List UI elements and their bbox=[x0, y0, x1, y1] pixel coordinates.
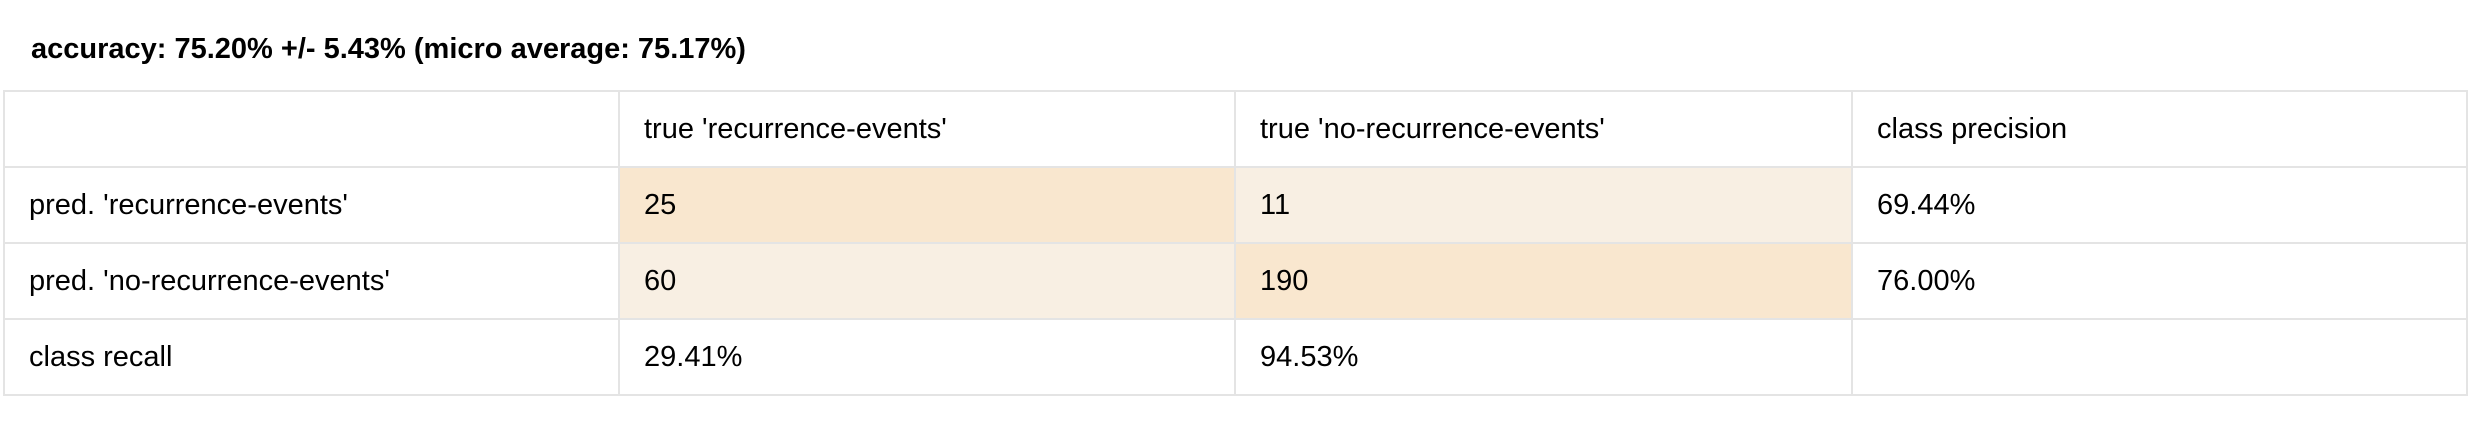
table-row: pred. 'recurrence-events' 25 11 69.44% bbox=[3, 166, 2468, 244]
cell-recall-recurrence: 29.41% bbox=[618, 318, 1236, 396]
table-row: pred. 'no-recurrence-events' 60 190 76.0… bbox=[3, 242, 2468, 320]
row-label-pred-no-recurrence-events: pred. 'no-recurrence-events' bbox=[3, 242, 620, 320]
table-row: class recall 29.41% 94.53% bbox=[3, 318, 2468, 396]
accuracy-title: accuracy: 75.20% +/- 5.43% (micro averag… bbox=[31, 33, 746, 65]
table-header-row: true 'recurrence-events' true 'no-recurr… bbox=[3, 90, 2468, 168]
cell-precision-recurrence: 69.44% bbox=[1851, 166, 2468, 244]
cell-precision-no-recurrence: 76.00% bbox=[1851, 242, 2468, 320]
header-class-precision: class precision bbox=[1851, 90, 2468, 168]
cell-recall-empty bbox=[1851, 318, 2468, 396]
confusion-matrix-table: true 'recurrence-events' true 'no-recurr… bbox=[3, 90, 2468, 396]
header-true-recurrence-events: true 'recurrence-events' bbox=[618, 90, 1236, 168]
row-label-pred-recurrence-events: pred. 'recurrence-events' bbox=[3, 166, 620, 244]
header-true-no-recurrence-events: true 'no-recurrence-events' bbox=[1234, 90, 1853, 168]
header-corner-cell bbox=[3, 90, 620, 168]
cell-pred-no-recurrence-true-no-recurrence: 190 bbox=[1234, 242, 1853, 320]
cell-pred-recurrence-true-no-recurrence: 11 bbox=[1234, 166, 1853, 244]
row-label-class-recall: class recall bbox=[3, 318, 620, 396]
cell-pred-no-recurrence-true-recurrence: 60 bbox=[618, 242, 1236, 320]
cell-pred-recurrence-true-recurrence: 25 bbox=[618, 166, 1236, 244]
cell-recall-no-recurrence: 94.53% bbox=[1234, 318, 1853, 396]
